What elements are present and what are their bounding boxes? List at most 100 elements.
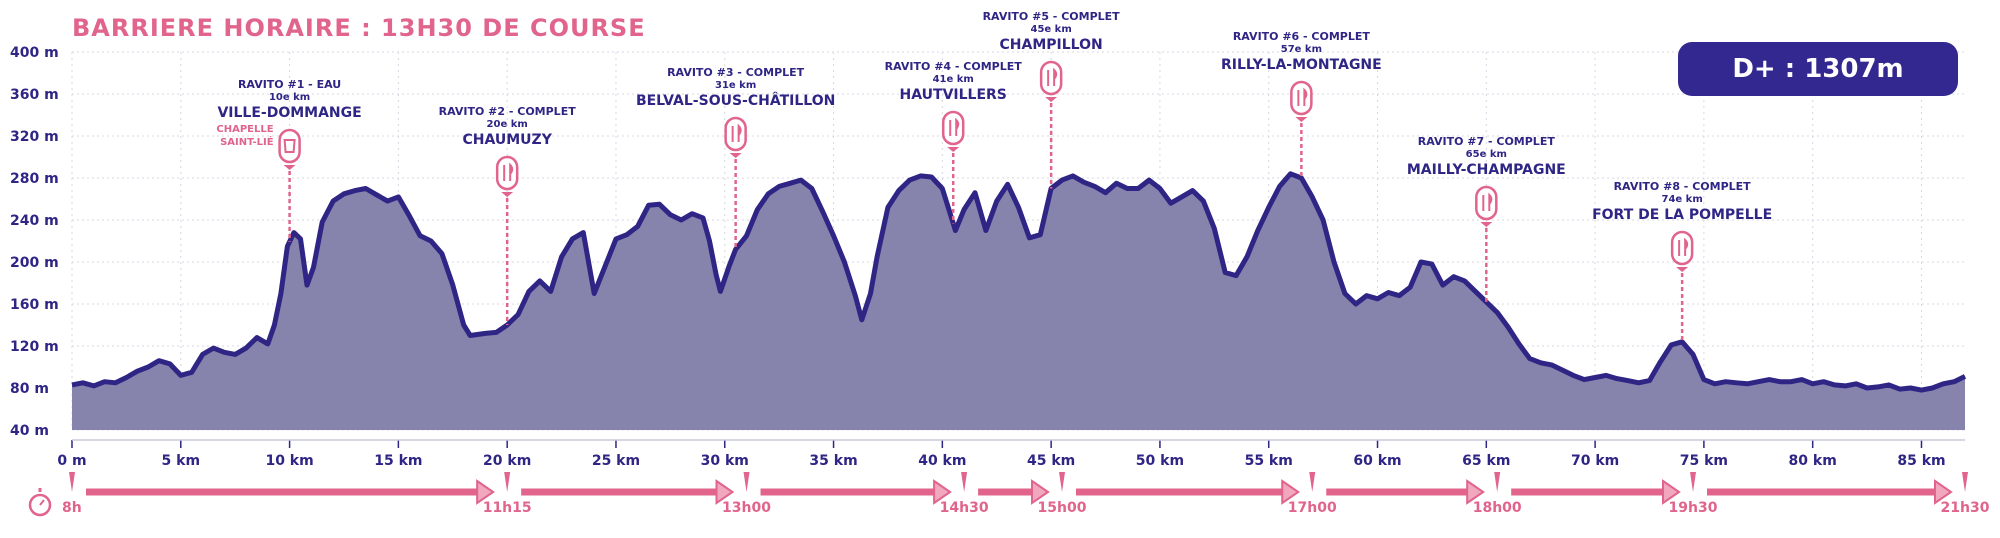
page-title: BARRIERE HORAIRE : 13H30 DE COURSE [72, 14, 646, 42]
x-tick-label: 55 km [1245, 453, 1293, 469]
x-tick-label: 30 km [701, 453, 749, 469]
x-tick-label: 85 km [1897, 453, 1945, 469]
time-barrier-timeline: 8h 11h15 13h00 14h30 15h00 17h00 18h00 19h30 21h… [28, 472, 1990, 517]
aid-station-place: BELVAL-SOUS-CHÂTILLON [636, 92, 835, 109]
aid-station-label: RAVITO #2 - COMPLET [439, 105, 577, 118]
cup-shape [283, 139, 296, 153]
fork-knife-icon [1047, 67, 1058, 86]
time-barrier-marker [504, 472, 511, 492]
y-tick-label: 160 m [10, 297, 59, 313]
elevation-area-fill [72, 173, 1965, 431]
aid-station-place: MAILLY-CHAMPAGNE [1407, 162, 1566, 178]
elevation-area [71, 171, 1967, 431]
aid-station-place: HAUTVILLERS [900, 87, 1007, 103]
aid-station-pointer [1480, 222, 1493, 227]
time-barrier-marker [743, 472, 750, 492]
aid-station-marker [1475, 185, 1498, 221]
time-barrier-marker [1690, 472, 1697, 492]
x-tick-label: 5 km [162, 453, 201, 469]
time-barrier-marker [1962, 472, 1968, 492]
knife-shape [1684, 237, 1689, 256]
x-tick-label: 20 km [483, 453, 531, 469]
x-tick-label: 45 km [1027, 453, 1075, 469]
aid-station-distance: 20e km [487, 119, 528, 130]
fork-knife-icon [1297, 87, 1308, 106]
time-barrier-label: 8h [62, 500, 82, 516]
x-tick-label: 80 km [1789, 453, 1837, 469]
knife-shape [509, 162, 514, 181]
y-tick-label: 240 m [10, 213, 59, 229]
x-tick-label: 15 km [374, 453, 422, 469]
aid-station-pointer [1676, 267, 1689, 272]
aid-station-distance: 74e km [1662, 194, 1703, 205]
aid-station-marker [1039, 60, 1063, 96]
aid-station-label: RAVITO #6 - COMPLET [1233, 30, 1371, 43]
aid-station-label: RAVITO #4 - COMPLET [885, 60, 1023, 73]
stopwatch-body [28, 493, 52, 517]
aid-station-place: CHAUMUZY [462, 132, 552, 148]
aid-station-marker [1670, 230, 1694, 266]
y-tick-label: 360 m [10, 87, 59, 103]
stopwatch-hand [39, 499, 45, 506]
water-cup-icon [283, 139, 296, 153]
aid-station-distance: 65e km [1466, 149, 1507, 160]
y-tick-label: 80 m [10, 381, 49, 397]
timeline-arrow-head [1466, 479, 1485, 505]
timeline-arrow-head [476, 479, 495, 505]
timeline-arrow-head [715, 479, 735, 505]
time-barrier-marker [961, 472, 968, 492]
aid-station-place: VILLE-DOMMANGE [217, 105, 361, 121]
x-tick-label: 35 km [809, 453, 857, 469]
time-barrier-label: 11h15 [483, 500, 532, 516]
elevation-gain-badge: D+ : 1307m [1678, 42, 1958, 96]
aid-station-marker [1290, 80, 1313, 116]
axes: 40 m 80 m 120 m 160 m 200 m 240 m 280 m 320 m 36… [10, 45, 1965, 469]
time-barrier-marker [69, 472, 75, 492]
fork-knife-icon [503, 162, 514, 181]
y-tick-label: 400 m [10, 45, 59, 61]
aid-station-place: FORT DE LA POMPELLE [1592, 207, 1772, 223]
aid-station-label: RAVITO #7 - COMPLET [1418, 135, 1556, 148]
time-barrier-label: 19h30 [1669, 500, 1718, 516]
aid-station-label: RAVITO #5 - COMPLET [983, 10, 1121, 23]
knife-shape [737, 123, 742, 142]
aid-station-pointer [1295, 117, 1308, 122]
aid-station-marker [278, 128, 301, 164]
x-tick-label: 75 km [1680, 453, 1728, 469]
aid-station-label: RAVITO #8 - COMPLET [1614, 180, 1752, 193]
time-barrier-marker [1309, 472, 1316, 492]
aid-station-pointer [729, 153, 742, 158]
aid-station-pointer [947, 147, 960, 152]
knife-shape [955, 117, 960, 136]
x-tick-label: 60 km [1353, 453, 1401, 469]
x-tick-label: 70 km [1571, 453, 1619, 469]
y-tick-label: 40 m [10, 423, 49, 439]
x-tick-label: 25 km [592, 453, 640, 469]
timeline-arrow-head [933, 479, 952, 505]
aid-station-pointer [1045, 97, 1058, 102]
time-barrier-label: 17h00 [1288, 500, 1337, 516]
aid-station-distance: 41e km [933, 74, 974, 85]
x-tick-label: 65 km [1462, 453, 1510, 469]
timeline-arrow-head [1934, 479, 1953, 505]
time-barrier-label: 13h00 [722, 500, 771, 516]
elevation-gain-label: D+ : 1307m [1732, 54, 1904, 84]
aid-station-distance: 57e km [1281, 44, 1322, 55]
y-tick-label: 320 m [10, 129, 59, 145]
y-tick-label: 280 m [10, 171, 59, 187]
timeline-arrow-head [1662, 479, 1681, 505]
aid-station-label: RAVITO #1 - EAU [238, 78, 341, 91]
fork-knife-icon [731, 123, 742, 142]
fork-knife-icon [949, 117, 960, 136]
fork-knife-icon [1678, 237, 1689, 256]
time-barrier-label: 15h00 [1038, 500, 1087, 516]
elevation-profile-line [71, 171, 1967, 393]
